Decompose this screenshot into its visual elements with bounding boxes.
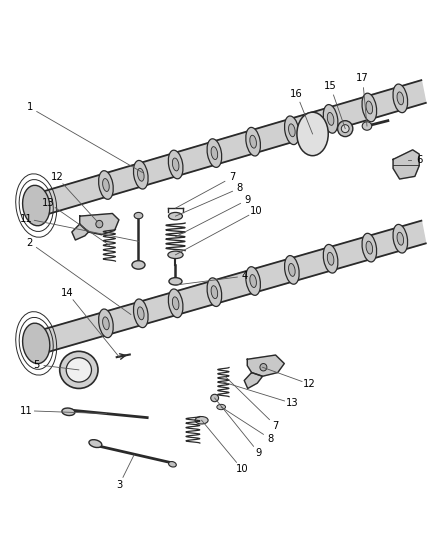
Ellipse shape	[250, 135, 256, 148]
Ellipse shape	[168, 289, 183, 318]
Text: 2: 2	[26, 238, 33, 248]
Ellipse shape	[195, 417, 208, 424]
Text: 1: 1	[26, 102, 33, 112]
Text: 10: 10	[250, 206, 262, 216]
Ellipse shape	[89, 440, 102, 448]
Ellipse shape	[96, 220, 103, 228]
Ellipse shape	[289, 263, 295, 276]
Ellipse shape	[207, 139, 222, 167]
Ellipse shape	[393, 224, 408, 253]
Polygon shape	[244, 373, 262, 389]
Ellipse shape	[397, 232, 403, 245]
Text: 8: 8	[237, 183, 243, 193]
Ellipse shape	[297, 112, 328, 156]
Text: 9: 9	[256, 448, 262, 458]
Text: 16: 16	[290, 88, 303, 99]
Text: 11: 11	[20, 214, 33, 224]
Ellipse shape	[62, 408, 75, 416]
Ellipse shape	[397, 92, 403, 105]
Text: 17: 17	[356, 73, 369, 83]
Text: 6: 6	[416, 156, 422, 165]
Ellipse shape	[211, 147, 218, 159]
Ellipse shape	[211, 286, 218, 298]
Ellipse shape	[168, 251, 183, 259]
Ellipse shape	[99, 171, 113, 199]
Ellipse shape	[168, 150, 183, 179]
Ellipse shape	[134, 160, 148, 189]
Ellipse shape	[207, 278, 222, 306]
Ellipse shape	[169, 213, 183, 220]
Ellipse shape	[23, 323, 50, 364]
Ellipse shape	[132, 261, 145, 269]
Polygon shape	[72, 224, 88, 240]
Ellipse shape	[60, 351, 98, 389]
Text: 15: 15	[324, 81, 337, 91]
Text: 13: 13	[286, 398, 298, 408]
Ellipse shape	[250, 274, 256, 287]
Text: 8: 8	[267, 434, 273, 444]
Ellipse shape	[217, 405, 226, 410]
Text: 7: 7	[272, 421, 279, 431]
Text: 12: 12	[51, 172, 64, 182]
Text: 7: 7	[229, 172, 235, 182]
Ellipse shape	[173, 297, 179, 310]
Text: 3: 3	[116, 480, 122, 490]
Ellipse shape	[362, 93, 377, 122]
Text: 4: 4	[242, 271, 248, 281]
Ellipse shape	[393, 84, 408, 112]
Ellipse shape	[99, 309, 113, 338]
Ellipse shape	[169, 278, 182, 285]
Ellipse shape	[23, 185, 50, 226]
Ellipse shape	[138, 307, 144, 320]
Ellipse shape	[211, 394, 219, 402]
Ellipse shape	[246, 266, 261, 295]
Text: 9: 9	[244, 195, 251, 205]
Ellipse shape	[327, 112, 334, 125]
Text: 10: 10	[236, 464, 248, 474]
Ellipse shape	[362, 122, 372, 130]
Text: 14: 14	[61, 288, 74, 298]
Text: 12: 12	[303, 379, 316, 389]
Ellipse shape	[134, 299, 148, 328]
Ellipse shape	[285, 255, 299, 284]
Ellipse shape	[323, 104, 338, 133]
Ellipse shape	[102, 179, 109, 191]
Ellipse shape	[173, 158, 179, 171]
Ellipse shape	[323, 245, 338, 273]
Polygon shape	[80, 214, 119, 235]
Ellipse shape	[366, 101, 373, 114]
Ellipse shape	[66, 358, 92, 382]
Polygon shape	[247, 355, 284, 376]
Ellipse shape	[138, 168, 144, 181]
Ellipse shape	[362, 233, 377, 262]
Ellipse shape	[169, 462, 177, 467]
Text: 5: 5	[33, 360, 39, 369]
Polygon shape	[393, 150, 419, 179]
Ellipse shape	[327, 252, 334, 265]
Ellipse shape	[134, 213, 143, 219]
Polygon shape	[34, 80, 426, 217]
Ellipse shape	[366, 241, 373, 254]
Ellipse shape	[285, 116, 299, 144]
Ellipse shape	[102, 317, 109, 330]
Ellipse shape	[289, 124, 295, 137]
Ellipse shape	[338, 120, 353, 136]
Polygon shape	[34, 221, 426, 355]
Ellipse shape	[341, 125, 349, 133]
Text: 11: 11	[20, 406, 33, 416]
Ellipse shape	[246, 127, 261, 156]
Ellipse shape	[260, 364, 267, 371]
Text: 13: 13	[42, 198, 55, 208]
